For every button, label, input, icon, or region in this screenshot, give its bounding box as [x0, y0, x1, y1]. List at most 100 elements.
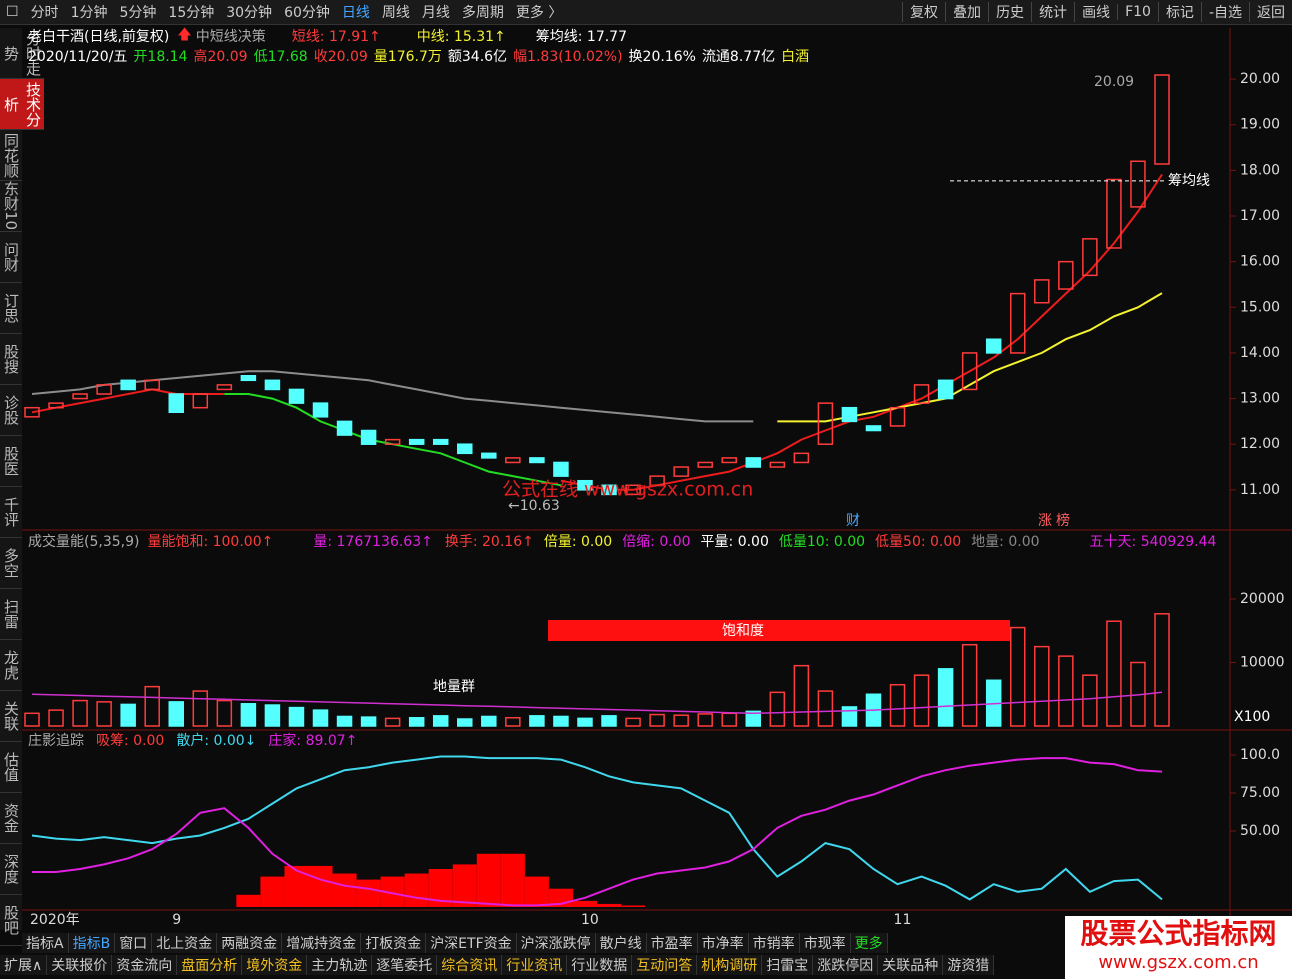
action-button[interactable]: -自选: [1200, 2, 1249, 22]
period-tab[interactable]: 分时: [30, 5, 59, 21]
volume-bar: [937, 668, 954, 727]
action-button[interactable]: F10: [1117, 4, 1158, 20]
side-tab[interactable]: 关联: [0, 691, 22, 742]
indicator-tab[interactable]: 指标A: [22, 933, 69, 953]
indicator-tab[interactable]: 市销率: [749, 933, 800, 953]
info-tab[interactable]: 行业数据: [567, 955, 633, 975]
x-tick-label: 10: [581, 912, 599, 928]
indicator-tab[interactable]: 市现率: [800, 933, 851, 953]
info-tab[interactable]: 扫雷宝: [762, 955, 814, 975]
info-tab[interactable]: 关联报价: [47, 955, 113, 975]
action-button[interactable]: 统计: [1031, 2, 1074, 22]
side-tab[interactable]: 东财10: [0, 181, 22, 232]
checkbox[interactable]: ☐: [6, 4, 19, 20]
info-tab[interactable]: 盘面分析: [177, 955, 243, 975]
side-tab[interactable]: 千评: [0, 487, 22, 538]
info-tab[interactable]: 机构调研: [697, 955, 763, 975]
side-tab[interactable]: 股吧: [0, 895, 22, 946]
candle: [601, 484, 617, 496]
candle: [481, 452, 497, 459]
period-tab[interactable]: 日线: [341, 5, 370, 21]
period-tab[interactable]: 周线: [381, 5, 410, 21]
action-button[interactable]: 历史: [988, 2, 1031, 22]
period-tab[interactable]: 1分钟: [70, 5, 108, 21]
indicator-tab[interactable]: 沪深涨跌停: [517, 933, 596, 953]
period-tab[interactable]: 多周期: [461, 5, 504, 21]
info-tab[interactable]: 行业资讯: [502, 955, 568, 975]
indicator-tab[interactable]: 窗口: [115, 933, 153, 953]
info-tab[interactable]: 境外资金: [242, 955, 308, 975]
annotation: 地量群: [433, 679, 475, 695]
info-tab[interactable]: 主力轨迹: [307, 955, 373, 975]
indicator-tab[interactable]: 更多: [851, 933, 888, 953]
accumulation-bar: [524, 876, 549, 907]
indicator-tab[interactable]: 散户线: [596, 933, 647, 953]
volume-bar: [697, 713, 713, 727]
indicator-tab[interactable]: 打板资金: [361, 933, 427, 953]
indicator-tab[interactable]: 增减持资金: [282, 933, 362, 953]
side-tab[interactable]: 分时走势: [0, 28, 44, 79]
accumulation-bar: [476, 853, 501, 907]
y-tick-label: 18.00: [1240, 162, 1280, 178]
info-tab[interactable]: 互动问答: [632, 955, 698, 975]
info-tab[interactable]: 游资猎: [943, 955, 995, 975]
side-tab[interactable]: 股医: [0, 436, 22, 487]
info-tab[interactable]: 关联品种: [878, 955, 944, 975]
period-tab[interactable]: 60分钟: [284, 5, 330, 21]
indicator-stat: 吸筹: 0.00: [96, 733, 165, 749]
candle: [1130, 160, 1146, 208]
side-tab[interactable]: 同花顺: [0, 130, 22, 181]
action-buttons: 复权 叠加 历史 统计 画线 F10 标记 -自选 返回: [902, 0, 1292, 24]
indicator-tab[interactable]: 市净率: [698, 933, 749, 953]
side-tab[interactable]: 深度: [0, 844, 22, 895]
indicator-tab[interactable]: 市盈率: [647, 933, 698, 953]
indicator-name[interactable]: 中短线决策: [195, 29, 266, 45]
side-tab[interactable]: 诊股: [0, 385, 22, 436]
volume-bar: [841, 706, 858, 727]
quote-item: 高20.09: [193, 49, 248, 65]
y-tick-label: 10000: [1240, 654, 1285, 670]
info-tab[interactable]: 逐笔委托: [372, 955, 438, 975]
info-tab[interactable]: 资金流向: [112, 955, 178, 975]
indicator-tab[interactable]: 两融资金: [217, 933, 283, 953]
candle: [721, 457, 737, 464]
volume-bar: [264, 704, 281, 727]
volume-bar: [769, 691, 786, 727]
indicator-tab[interactable]: 沪深ETF资金: [426, 933, 517, 953]
volume-stat: 低量50: 0.00: [875, 534, 962, 550]
period-tab[interactable]: 30分钟: [226, 5, 273, 21]
action-button[interactable]: 复权: [902, 2, 945, 22]
indicator-tab[interactable]: 北上资金: [152, 933, 218, 953]
candle: [144, 379, 160, 391]
period-tab[interactable]: 15分钟: [168, 5, 215, 21]
volume-bar: [577, 717, 593, 727]
y-tick-label: 12.00: [1240, 436, 1280, 452]
info-tab[interactable]: 涨跌停因: [813, 955, 879, 975]
side-tab[interactable]: 估值: [0, 742, 22, 793]
volume-stat: 量能饱和: 100.00↑: [147, 534, 274, 550]
side-tab[interactable]: 资金: [0, 793, 22, 844]
info-tab[interactable]: 综合资讯: [437, 955, 503, 975]
period-tab[interactable]: 5分钟: [119, 5, 157, 21]
candle: [505, 457, 521, 464]
side-tab[interactable]: 龙虎: [0, 640, 22, 691]
side-tab[interactable]: 多空: [0, 538, 22, 589]
toolbar: ☐ 分时 1分钟 5分钟 15分钟 30分钟 60分钟 日线 周线 月线 多周期 更多 〉 复权 叠加…: [0, 0, 1292, 25]
volume-bar: [625, 717, 641, 727]
side-tab[interactable]: 问财: [0, 232, 22, 283]
action-button[interactable]: 标记: [1157, 2, 1201, 22]
side-tab[interactable]: 订思: [0, 283, 22, 334]
action-button[interactable]: 叠加: [945, 2, 988, 22]
volume-bar: [1082, 674, 1098, 727]
side-tab[interactable]: 扫雷: [0, 589, 22, 640]
side-tab[interactable]: 技术分析: [0, 79, 44, 130]
y-tick-label: 100.0: [1240, 747, 1280, 763]
indicator-tab[interactable]: 指标B: [69, 933, 116, 953]
action-button[interactable]: 画线: [1074, 2, 1117, 22]
action-button[interactable]: 返回: [1249, 2, 1292, 22]
candle: [457, 443, 473, 455]
info-tab[interactable]: 扩展∧: [0, 955, 48, 975]
period-tab[interactable]: 更多 〉: [515, 5, 563, 21]
side-tab[interactable]: 股搜: [0, 334, 22, 385]
period-tab[interactable]: 月线: [421, 5, 450, 21]
